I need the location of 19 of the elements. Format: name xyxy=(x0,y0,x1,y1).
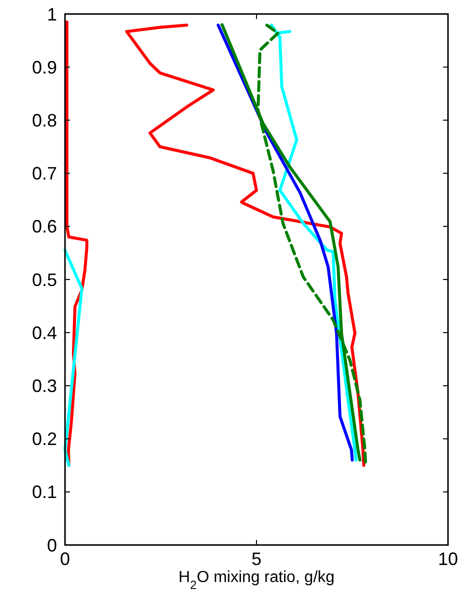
y-tick-label: 0.7 xyxy=(32,164,57,184)
line-series xyxy=(270,24,358,462)
y-tick-label: 0.2 xyxy=(32,429,57,450)
y-tick-label: 0.8 xyxy=(32,110,57,130)
y-tick-label: 1 xyxy=(46,4,57,24)
line-series xyxy=(125,24,366,467)
line-series xyxy=(65,20,88,467)
y-tick-label: 0.5 xyxy=(32,270,57,290)
x-tick-label: 0 xyxy=(60,549,70,569)
y-tick-label: 0.4 xyxy=(32,322,57,343)
y-tick-label: 0 xyxy=(46,535,57,556)
x-tick-label: 5 xyxy=(251,549,262,569)
y-tick-label: 0.9 xyxy=(32,57,57,78)
line-series xyxy=(64,248,84,467)
y-tick-label: 0.1 xyxy=(32,482,57,502)
y-tick-label: 0.3 xyxy=(32,376,57,396)
x-tick-label: 10 xyxy=(438,549,458,569)
y-tick-label: 0.6 xyxy=(32,216,57,237)
x-axis-title: H$_{2}$O mixing ratio, g/kg xyxy=(178,569,335,592)
